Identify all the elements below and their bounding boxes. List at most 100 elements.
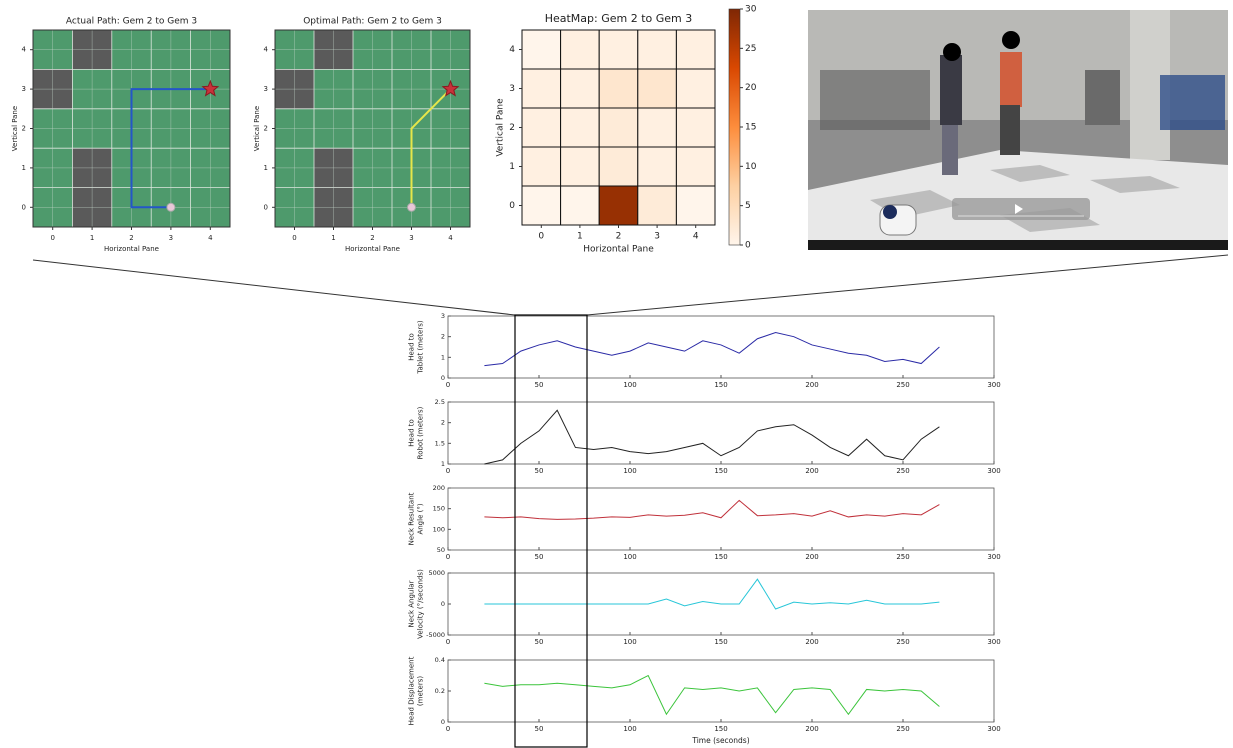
y-axis-label-line: Head Displacement	[408, 656, 416, 725]
y-tick-label: 0	[264, 203, 268, 211]
x-tick-label: 300	[987, 638, 1000, 646]
x-tick-label: 250	[896, 725, 909, 733]
x-axis-label: Horizontal Pane	[583, 245, 654, 255]
y-tick-label: 1	[441, 353, 445, 361]
face-mask	[1002, 31, 1020, 49]
photo-edge	[808, 240, 1228, 250]
photo-chairs	[1160, 75, 1225, 130]
heat-cell	[561, 147, 600, 186]
heat-cell	[676, 186, 715, 225]
x-axis-label: Horizontal Pane	[104, 245, 159, 253]
y-tick-label: 200	[433, 484, 445, 492]
y-axis-label-line: Tablet (meters)	[417, 320, 425, 375]
x-tick-label: 50	[535, 725, 544, 733]
y-tick-label: 4	[264, 46, 269, 54]
colorbar-tick-label: 10	[745, 162, 757, 172]
x-tick-label: 300	[987, 553, 1000, 561]
y-axis-label: Vertical Pane	[253, 106, 261, 151]
x-tick-label: 1	[90, 234, 94, 242]
heat-cell	[599, 147, 638, 186]
colorbar-tick-label: 20	[745, 83, 757, 93]
x-tick-label: 200	[805, 725, 818, 733]
x-tick-label: 50	[535, 638, 544, 646]
x-tick-label: 4	[693, 232, 699, 242]
y-tick-label: 0.2	[435, 687, 445, 695]
heat-cell	[638, 108, 677, 147]
heat-cell	[561, 108, 600, 147]
heat-cell	[638, 69, 677, 108]
colorbar	[729, 9, 740, 245]
y-tick-label: 0	[509, 201, 515, 211]
person	[940, 55, 962, 125]
x-tick-label: 200	[805, 638, 818, 646]
y-tick-label: 5000	[428, 569, 445, 577]
x-tick-label: 3	[169, 234, 173, 242]
heat-cell	[599, 30, 638, 69]
x-tick-label: 250	[896, 467, 909, 475]
y-tick-label: 0	[441, 718, 445, 726]
y-axis-label-line: Neck Angular	[408, 580, 416, 627]
x-tick-label: 0	[446, 553, 450, 561]
chart-title: HeatMap: Gem 2 to Gem 3	[545, 12, 693, 25]
heat-cell	[522, 30, 561, 69]
start-marker	[167, 203, 175, 211]
heat-cell	[522, 108, 561, 147]
y-tick-label: 2	[509, 123, 515, 133]
heat-cell	[561, 30, 600, 69]
x-tick-label: 4	[208, 234, 213, 242]
x-tick-label: 3	[654, 232, 660, 242]
heat-cell	[561, 69, 600, 108]
y-axis-label: Head toTablet (meters)	[408, 320, 425, 375]
x-tick-label: 2	[370, 234, 374, 242]
y-tick-label: 1	[509, 162, 515, 172]
y-tick-label: 4	[22, 46, 27, 54]
x-tick-label: 4	[448, 234, 453, 242]
y-tick-label: 1	[441, 460, 445, 468]
y-tick-label: 50	[437, 546, 445, 554]
plot-frame	[448, 316, 994, 378]
x-tick-label: 100	[623, 725, 636, 733]
x-tick-label: 200	[805, 381, 818, 389]
figure: 0123401234Actual Path: Gem 2 to Gem 3Hor…	[0, 0, 1233, 748]
x-tick-label: 50	[535, 553, 544, 561]
y-tick-label: 0	[22, 203, 26, 211]
heat-cell	[676, 30, 715, 69]
heat-cell	[522, 147, 561, 186]
x-tick-label: 1	[577, 232, 583, 242]
x-tick-label: 2	[129, 234, 133, 242]
y-tick-label: 1	[22, 164, 26, 172]
x-axis-label: Time (seconds)	[691, 736, 749, 745]
y-tick-label: 1.5	[435, 439, 445, 447]
y-tick-label: 3	[441, 312, 445, 320]
x-tick-label: 200	[805, 467, 818, 475]
y-axis-label-line: Neck Resultant	[408, 492, 416, 545]
x-tick-label: 0	[50, 234, 54, 242]
x-tick-label: 300	[987, 467, 1000, 475]
photo-desks	[820, 70, 930, 130]
y-tick-label: 1	[264, 164, 268, 172]
x-tick-label: 250	[896, 638, 909, 646]
x-tick-label: 150	[714, 725, 727, 733]
x-tick-label: 150	[714, 638, 727, 646]
person-legs	[942, 125, 958, 175]
y-axis-label-line: Head to	[408, 333, 416, 361]
chart-title: Optimal Path: Gem 2 to Gem 3	[303, 17, 442, 27]
plot-frame	[448, 402, 994, 464]
y-tick-label: 2	[264, 125, 268, 133]
x-tick-label: 200	[805, 553, 818, 561]
x-tick-label: 1	[331, 234, 335, 242]
connector	[587, 255, 1228, 315]
colorbar-tick-label: 0	[745, 241, 751, 251]
x-tick-label: 100	[623, 553, 636, 561]
y-tick-label: 2	[441, 333, 445, 341]
colorbar-tick-label: 25	[745, 44, 756, 54]
heat-cell	[638, 186, 677, 225]
y-axis-label: Head toRobot (meters)	[408, 406, 425, 459]
y-axis-label: Vertical Pane	[496, 98, 506, 157]
x-tick-label: 0	[446, 381, 450, 389]
x-tick-label: 100	[623, 638, 636, 646]
start-marker	[408, 203, 416, 211]
y-axis-label-line: Robot (meters)	[417, 406, 425, 459]
heat-cell	[522, 186, 561, 225]
x-tick-label: 50	[535, 381, 544, 389]
